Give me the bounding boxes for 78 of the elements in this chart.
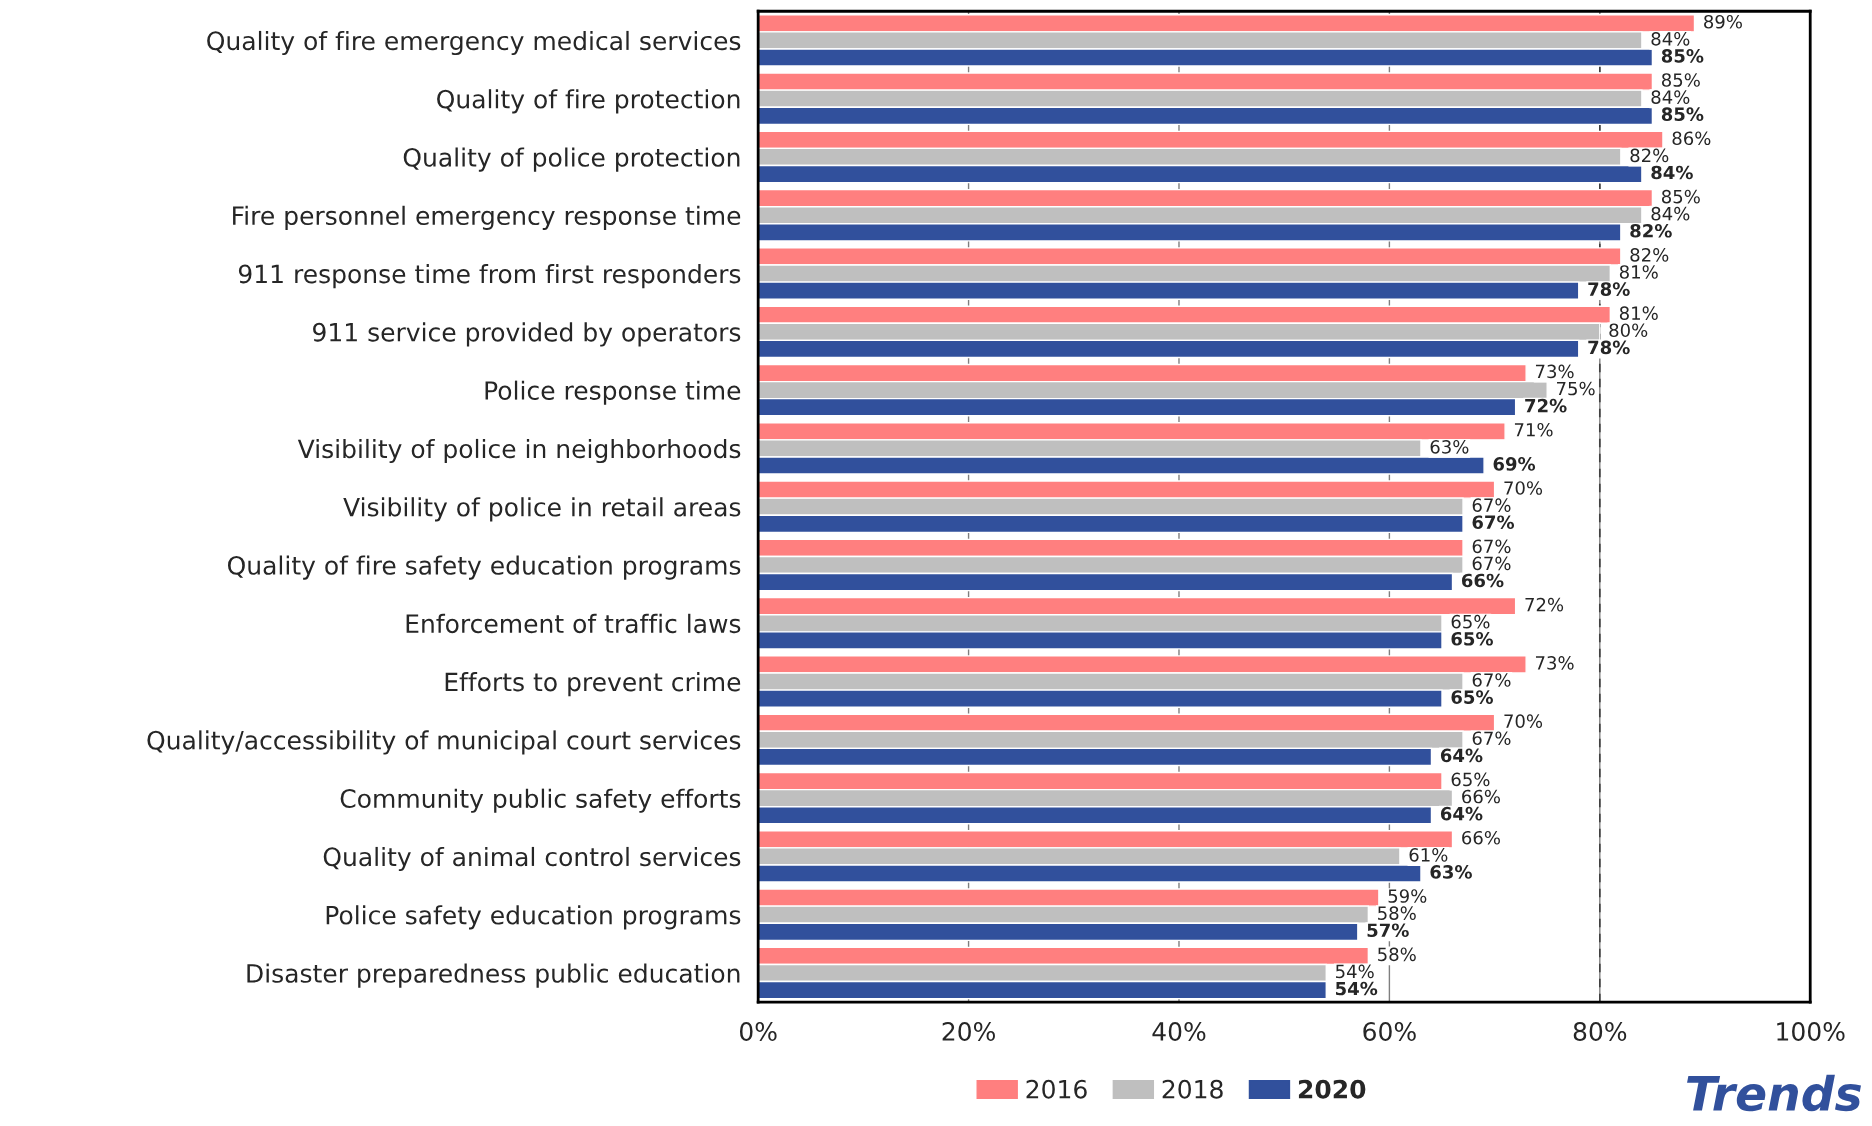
legend-label: 2018 bbox=[1162, 1079, 1223, 1099]
data-label: 85% bbox=[1661, 49, 1704, 63]
y-tick-label: 911 response time from first responders bbox=[238, 264, 741, 289]
x-tick-label: 20% bbox=[942, 1022, 995, 1041]
data-label: 80% bbox=[1609, 323, 1648, 338]
y-tick-label: Visibility of police in retail areas bbox=[343, 497, 741, 522]
data-label: 66% bbox=[1462, 830, 1500, 845]
y-tick-label: Disaster preparedness public education bbox=[247, 963, 740, 988]
data-label: 58% bbox=[1378, 947, 1416, 962]
data-label: 78% bbox=[1588, 282, 1630, 296]
x-tick-label: 40% bbox=[1152, 1022, 1206, 1041]
data-label: 72% bbox=[1525, 398, 1567, 413]
data-label: 63% bbox=[1430, 439, 1469, 454]
data-label: 54% bbox=[1336, 981, 1378, 996]
data-label: 85% bbox=[1661, 189, 1700, 204]
x-tick-label: 60% bbox=[1363, 1022, 1416, 1041]
data-label: 67% bbox=[1472, 673, 1511, 687]
data-label: 65% bbox=[1451, 772, 1490, 787]
data-label: 73% bbox=[1535, 364, 1574, 379]
y-tick-label: 911 service provided by operators bbox=[313, 322, 741, 347]
data-label: 67% bbox=[1472, 515, 1515, 530]
data-label: 82% bbox=[1630, 223, 1672, 238]
data-label: 85% bbox=[1661, 73, 1700, 87]
x-tick-label: 80% bbox=[1573, 1022, 1627, 1041]
data-label: 61% bbox=[1409, 848, 1448, 862]
data-label: 65% bbox=[1451, 631, 1493, 646]
data-label: 54% bbox=[1336, 964, 1374, 979]
y-tick-label: Efforts to prevent crime bbox=[445, 672, 741, 697]
y-tick-label: Fire personnel emergency response time bbox=[233, 205, 741, 230]
y-tick-label: Police safety education programs bbox=[326, 905, 741, 930]
y-tick-label: Quality/accessibility of municipal court services bbox=[147, 730, 741, 755]
data-label: 81% bbox=[1619, 306, 1658, 320]
data-label: 66% bbox=[1461, 573, 1504, 588]
data-label: 71% bbox=[1514, 422, 1553, 437]
y-tick-label: Quality of fire emergency medical services bbox=[207, 30, 741, 56]
data-label: 67% bbox=[1472, 539, 1511, 554]
data-label: 67% bbox=[1472, 731, 1511, 746]
data-label: 82% bbox=[1630, 148, 1669, 163]
y-tick-label: Police response time bbox=[485, 380, 741, 405]
data-label: 57% bbox=[1367, 923, 1409, 938]
y-tick-label: Quality of animal control services bbox=[323, 846, 741, 872]
data-label: 66% bbox=[1462, 789, 1500, 804]
data-label: 65% bbox=[1451, 614, 1490, 629]
data-label: 82% bbox=[1630, 248, 1669, 262]
data-label: 84% bbox=[1651, 206, 1690, 221]
data-label: 73% bbox=[1535, 656, 1574, 670]
data-label: 89% bbox=[1704, 14, 1742, 29]
data-label: 58% bbox=[1378, 906, 1416, 920]
text: Trends bbox=[1687, 1074, 1861, 1112]
data-label: 59% bbox=[1388, 889, 1427, 903]
data-label: 81% bbox=[1619, 265, 1658, 279]
y-tick-label: Enforcement of traffic laws bbox=[406, 613, 741, 634]
data-label: 86% bbox=[1672, 131, 1711, 146]
y-tick-label: Quality of fire safety education programs bbox=[227, 555, 741, 580]
data-label: 70% bbox=[1504, 481, 1543, 495]
data-label: 64% bbox=[1440, 806, 1483, 821]
data-label: 63% bbox=[1430, 865, 1472, 879]
legend-label: 2016 bbox=[1026, 1079, 1087, 1099]
data-label: 85% bbox=[1661, 107, 1704, 122]
data-label: 67% bbox=[1472, 498, 1511, 512]
y-tick-label: Visibility of police in neighborhoods bbox=[297, 438, 741, 464]
data-label: 78% bbox=[1588, 340, 1630, 355]
data-label: 84% bbox=[1651, 90, 1690, 104]
data-label: 69% bbox=[1493, 457, 1536, 471]
data-label: 72% bbox=[1525, 597, 1564, 612]
y-tick-label: Quality of police protection bbox=[403, 147, 740, 172]
data-label: 65% bbox=[1451, 690, 1493, 704]
data-label: 84% bbox=[1651, 31, 1690, 46]
x-tick-label: 0% bbox=[739, 1022, 777, 1041]
y-tick-label: Quality of fire protection bbox=[437, 89, 740, 114]
x-tick-label: 100% bbox=[1777, 1022, 1845, 1041]
legend-label: 2020 bbox=[1298, 1079, 1366, 1099]
y-tick-label: Community public safety efforts bbox=[340, 788, 741, 813]
data-label: 84% bbox=[1651, 165, 1693, 180]
data-label: 67% bbox=[1472, 556, 1511, 571]
data-label: 64% bbox=[1440, 748, 1483, 763]
data-label: 75% bbox=[1557, 381, 1595, 396]
data-label: 70% bbox=[1504, 714, 1543, 728]
